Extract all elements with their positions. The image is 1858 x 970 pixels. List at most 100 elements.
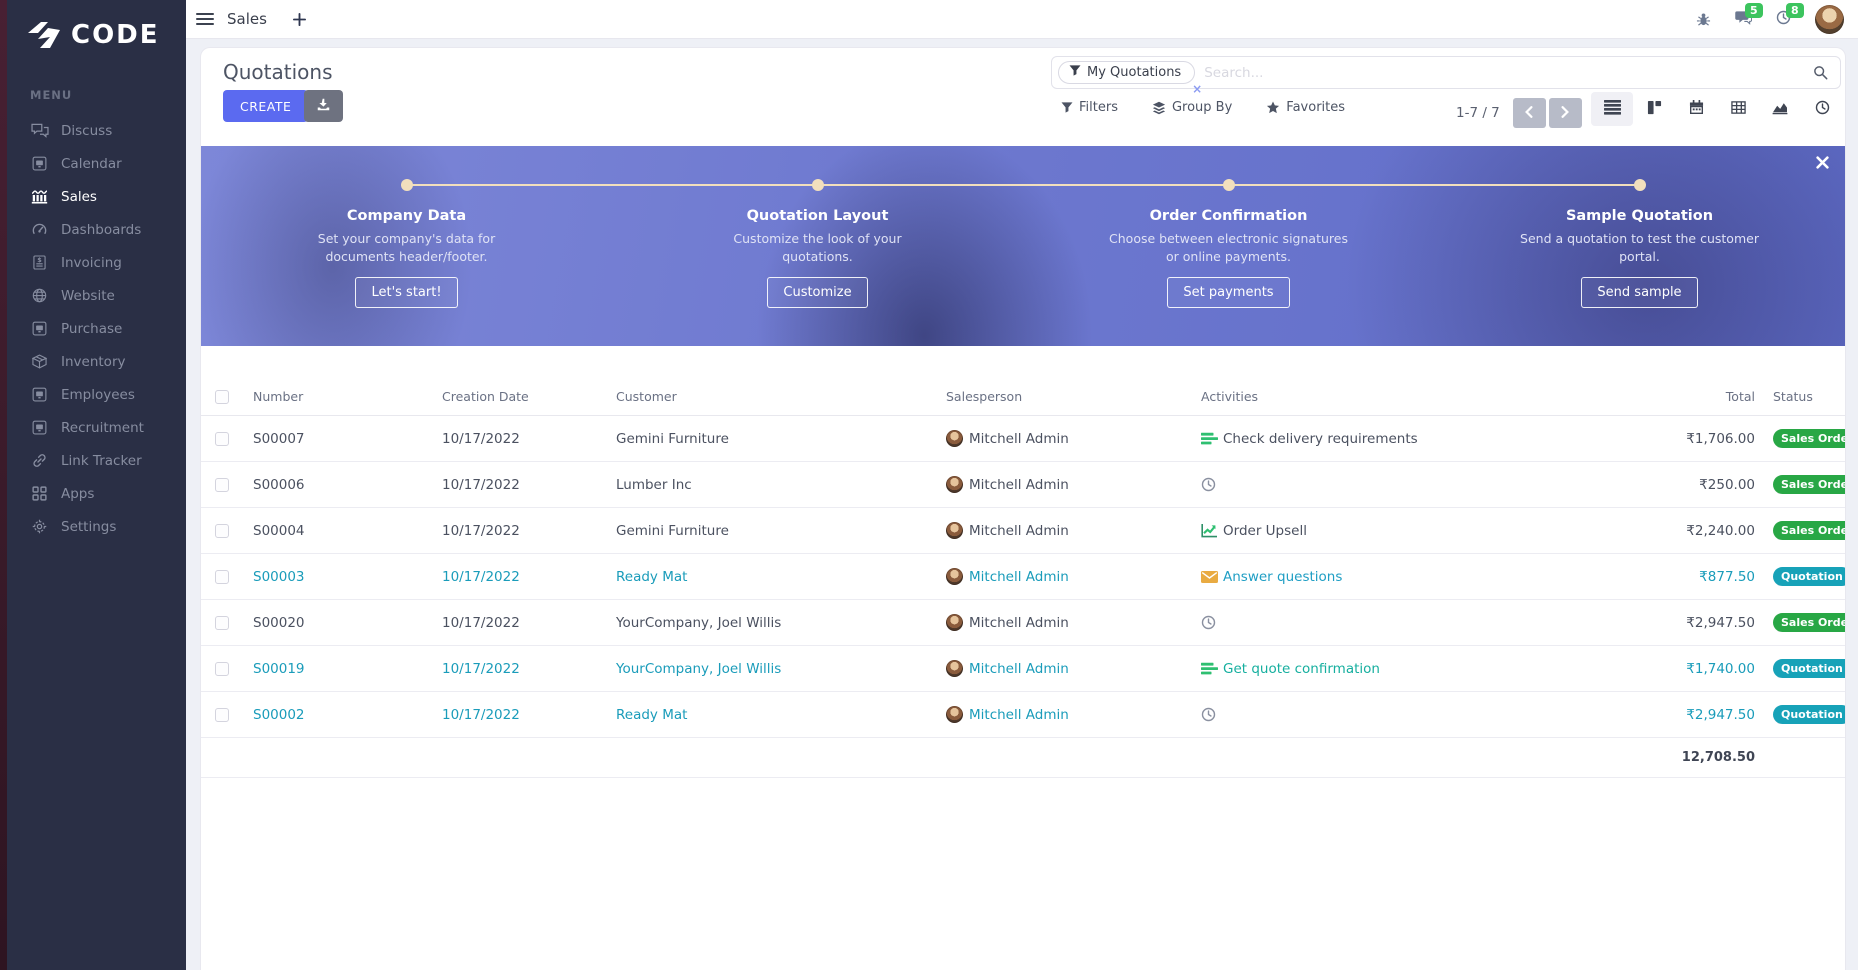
messages-icon[interactable]: 5: [1735, 2, 1763, 29]
activity-view-button[interactable]: [1801, 92, 1843, 126]
envelope-icon[interactable]: [1201, 570, 1218, 583]
step-description: Choose between electronic signatures or …: [1109, 231, 1348, 265]
column-header-creation-date[interactable]: Creation Date: [442, 389, 529, 404]
creation-date: 10/17/2022: [442, 568, 520, 585]
group-by-button[interactable]: Group By: [1152, 100, 1232, 115]
row-checkbox[interactable]: [215, 661, 229, 676]
clock-icon[interactable]: [1201, 615, 1216, 630]
tasks-icon[interactable]: [1201, 662, 1218, 676]
invoicing-icon: $: [30, 254, 49, 272]
chevron-left-icon: [1525, 105, 1533, 121]
sidebar-item-employees[interactable]: Employees: [0, 378, 186, 411]
table-row[interactable]: S00007 10/17/2022 Gemini Furniture Mitchell…: [201, 416, 1845, 462]
sidebar-item-apps[interactable]: Apps: [0, 477, 186, 510]
status-cell: Quotation Sent: [1759, 659, 1845, 678]
creation-date: 10/17/2022: [442, 476, 520, 493]
graph-view-button[interactable]: [1759, 92, 1801, 126]
row-checkbox[interactable]: [215, 615, 229, 630]
export-button[interactable]: [304, 90, 343, 122]
step-action-button[interactable]: Set payments: [1167, 277, 1290, 309]
salesperson-avatar: [946, 522, 963, 539]
sidebar-item-sales[interactable]: Sales: [0, 180, 186, 213]
column-header-customer[interactable]: Customer: [616, 389, 677, 404]
discuss-icon: [30, 122, 49, 140]
sidebar-item-label: Link Tracker: [61, 452, 142, 469]
banner-close-icon[interactable]: [1816, 156, 1829, 169]
user-avatar[interactable]: [1815, 4, 1844, 34]
search-icon[interactable]: [1813, 65, 1828, 80]
sidebar-item-label: Apps: [61, 485, 95, 502]
tasks-icon[interactable]: [1201, 432, 1218, 446]
step-action-button[interactable]: Customize: [767, 277, 868, 309]
step-action-button[interactable]: Send sample: [1581, 277, 1698, 309]
select-all-checkbox[interactable]: [215, 390, 229, 405]
sidebar-item-recruitment[interactable]: Recruitment: [0, 411, 186, 444]
create-button[interactable]: CREATE: [223, 90, 309, 122]
table-row[interactable]: S00020 10/17/2022 YourCompany, Joel Willis…: [201, 600, 1845, 646]
topbar: Sales 5 8: [186, 0, 1858, 39]
kanban-view-button[interactable]: [1633, 92, 1675, 126]
list-view-button[interactable]: [1591, 92, 1633, 126]
column-header-total[interactable]: Total: [1725, 389, 1755, 404]
search-input[interactable]: [1204, 64, 1813, 81]
sidebar-item-settings[interactable]: Settings: [0, 510, 186, 543]
chart-icon[interactable]: [1201, 523, 1218, 538]
debug-bug-icon[interactable]: [1696, 12, 1711, 27]
pager-previous-button[interactable]: [1512, 98, 1546, 128]
filters-button[interactable]: Filters: [1061, 100, 1118, 115]
sidebar-item-website[interactable]: Website: [0, 279, 186, 312]
sidebar-item-inventory[interactable]: Inventory: [0, 345, 186, 378]
salesperson-avatar: [946, 430, 963, 447]
clock-icon[interactable]: [1201, 707, 1216, 722]
favorites-button[interactable]: Favorites: [1266, 100, 1345, 115]
sidebar-item-link-tracker[interactable]: Link Tracker: [0, 444, 186, 477]
funnel-icon: [1069, 65, 1081, 80]
link-icon: [30, 452, 49, 470]
module-icon: [30, 155, 49, 173]
pivot-view-button[interactable]: [1717, 92, 1759, 126]
search-facet[interactable]: My Quotations ×: [1058, 61, 1202, 96]
table-row[interactable]: S00004 10/17/2022 Gemini Furniture Mitchell…: [201, 508, 1845, 554]
row-checkbox[interactable]: [215, 477, 229, 492]
calendar-view-button[interactable]: [1675, 92, 1717, 126]
table-footer-row: 12,708.50: [201, 738, 1845, 778]
onboarding-timeline: [406, 184, 1640, 186]
table-row[interactable]: S00003 10/17/2022 Ready Mat Mitchell Admin A…: [201, 554, 1845, 600]
row-checkbox[interactable]: [215, 707, 229, 722]
onboarding-banner: Company Data Set your company's data for …: [201, 146, 1845, 346]
sidebar-item-purchase[interactable]: Purchase: [0, 312, 186, 345]
column-header-status[interactable]: Status: [1773, 389, 1813, 404]
row-checkbox[interactable]: [215, 569, 229, 584]
new-tab-plus-icon[interactable]: [292, 12, 306, 26]
column-header-activities[interactable]: Activities: [1201, 389, 1259, 404]
filters-label: Filters: [1079, 100, 1118, 115]
graph-icon: [1772, 99, 1788, 119]
quotation-number: S00004: [253, 522, 305, 539]
sidebar-item-dashboards[interactable]: Dashboards: [0, 213, 186, 246]
sidebar-item-discuss[interactable]: Discuss: [0, 114, 186, 147]
app-logo[interactable]: CODE: [0, 0, 186, 50]
sidebar-item-calendar[interactable]: Calendar: [0, 147, 186, 180]
onboarding-steps: Company Data Set your company's data for …: [201, 146, 1845, 346]
column-header-number[interactable]: Number: [253, 389, 304, 404]
module-icon: [30, 386, 49, 404]
clock-icon[interactable]: [1201, 477, 1216, 492]
total-amount: ₹877.50: [1699, 568, 1755, 585]
facet-remove-icon[interactable]: ×: [1192, 82, 1203, 96]
customer-name: Ready Mat: [616, 568, 688, 585]
table-row[interactable]: S00006 10/17/2022 Lumber Inc Mitchell Admin…: [201, 462, 1845, 508]
salesperson-cell: Mitchell Admin: [946, 660, 1201, 677]
column-header-salesperson[interactable]: Salesperson: [946, 389, 1023, 404]
sidebar-item-invoicing[interactable]: $ Invoicing: [0, 246, 186, 279]
hamburger-menu-icon[interactable]: [196, 8, 218, 30]
row-checkbox[interactable]: [215, 431, 229, 446]
funnel-icon: [1061, 102, 1073, 113]
activities-clock-icon[interactable]: 8: [1776, 2, 1804, 29]
step-action-button[interactable]: Let's start!: [355, 277, 458, 309]
pager-next-button[interactable]: [1548, 98, 1582, 128]
row-checkbox[interactable]: [215, 523, 229, 538]
topbar-app-name[interactable]: Sales: [227, 10, 267, 28]
table-row[interactable]: S00002 10/17/2022 Ready Mat Mitchell Admin ₹…: [201, 692, 1845, 738]
table-row[interactable]: S00019 10/17/2022 YourCompany, Joel Willis…: [201, 646, 1845, 692]
salesperson-name: Mitchell Admin: [969, 660, 1069, 677]
